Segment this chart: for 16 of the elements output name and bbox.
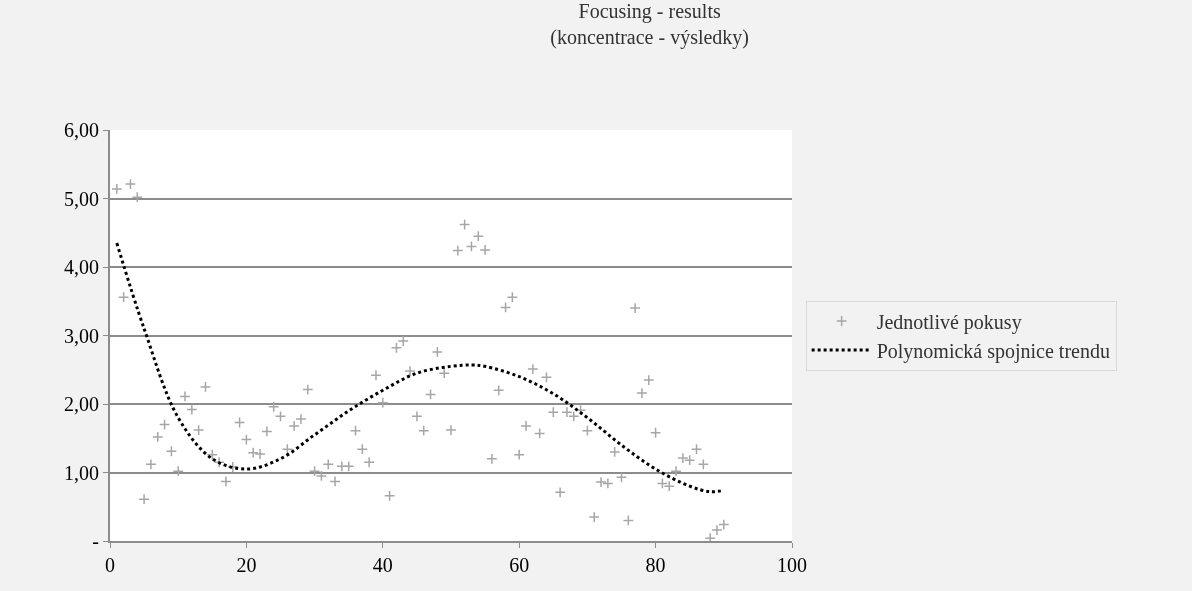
x-tick-label: 0 xyxy=(105,554,115,576)
x-tick-label: 100 xyxy=(777,554,807,576)
x-tick-label: 20 xyxy=(236,554,257,576)
legend-label: Polynomická spojnice trendu xyxy=(876,339,1110,363)
x-tick-label: 40 xyxy=(372,554,393,576)
y-tick-label: 5,00 xyxy=(64,187,99,210)
y-tick-label: 6,00 xyxy=(64,119,99,141)
legend-label: Jednotlivé pokusy xyxy=(876,310,1022,334)
y-tick-label: 3,00 xyxy=(64,324,99,347)
chart-title: Focusing - results (koncentrace - výsledky) xyxy=(550,0,750,49)
y-tick-label: 1,00 xyxy=(64,461,99,484)
y-tick-label: 4,00 xyxy=(64,256,99,278)
x-tick-label: 80 xyxy=(645,554,666,576)
x-tick-label: 60 xyxy=(509,554,530,576)
y-tick-label: 2,00 xyxy=(64,393,99,415)
y-tick-label: - xyxy=(92,530,99,552)
